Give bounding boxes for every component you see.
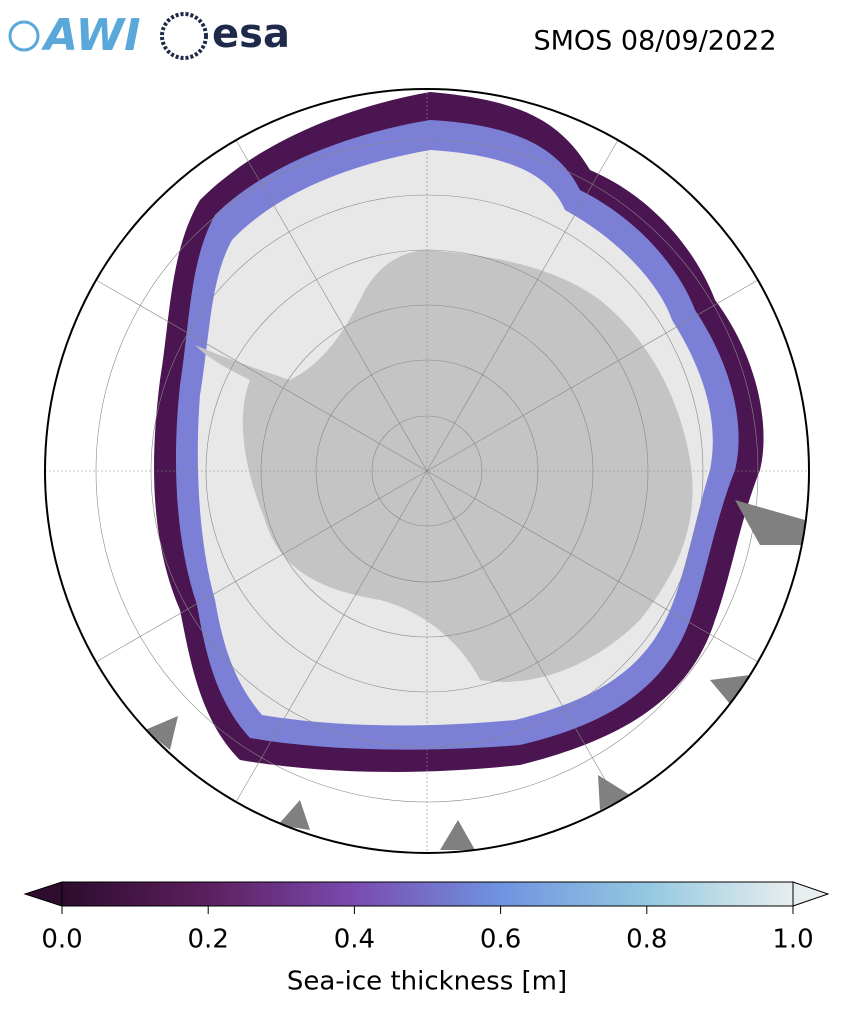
esa-logo: esa xyxy=(212,11,290,57)
awi-logo: AWI xyxy=(41,10,141,61)
esa-icon xyxy=(160,12,208,60)
awi-icon xyxy=(8,20,40,52)
colorbar-tick-label: 0.4 xyxy=(334,925,375,955)
colorbar: Sea-ice thickness [m] 0.0 0.2 0.4 0.6 0.8 1.0 xyxy=(23,881,830,997)
graticule xyxy=(45,89,809,853)
header: AWI esa SMOS 08/09/2022 xyxy=(8,10,777,61)
antarctica xyxy=(195,250,693,682)
colorbar-extend-high xyxy=(792,881,830,907)
colorbar-tick-label: 1.0 xyxy=(772,925,813,955)
colorbar-tick-label: 0.2 xyxy=(188,925,229,955)
colorbar-tick-label: 0.0 xyxy=(41,925,82,955)
map-border xyxy=(44,88,810,854)
map-title: SMOS 08/09/2022 xyxy=(533,26,776,57)
colorbar-extend-low xyxy=(23,881,63,907)
map xyxy=(45,89,809,853)
colorbar-tick-label: 0.6 xyxy=(480,925,521,955)
colorbar-frame xyxy=(61,881,794,907)
colorbar-gradient xyxy=(62,882,793,906)
colorbar-label: Sea-ice thickness [m] xyxy=(287,967,567,997)
colorbar-tick-label: 0.8 xyxy=(626,925,667,955)
